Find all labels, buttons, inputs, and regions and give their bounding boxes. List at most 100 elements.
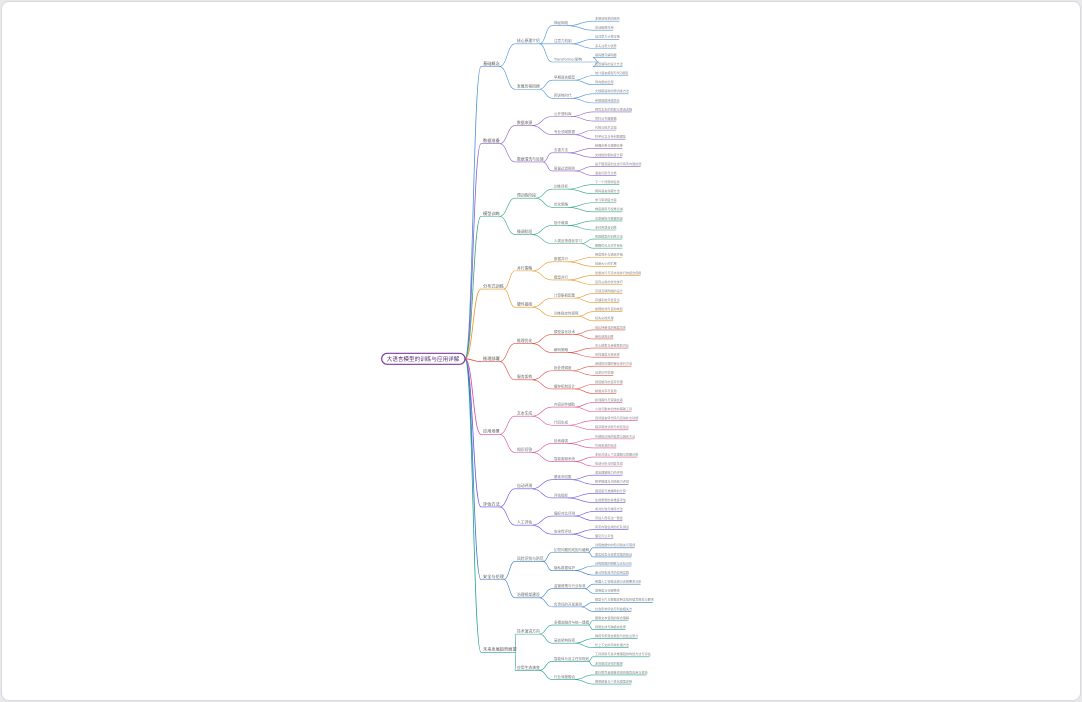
topic-label[interactable]: 并行策略 bbox=[517, 265, 532, 270]
topic-label[interactable]: 数据来源 bbox=[517, 120, 532, 125]
leaf-label[interactable]: 透明度与可解释性 bbox=[595, 588, 620, 593]
leaf-label[interactable]: 显存占用的优化技巧 bbox=[595, 279, 623, 284]
topic-label[interactable]: 治理框架建设 bbox=[517, 592, 540, 597]
leaf-label[interactable]: 存储系统与检查点 bbox=[595, 297, 620, 302]
leaf-label[interactable]: 请求队列管理 bbox=[595, 370, 614, 375]
subtopic-label[interactable]: 监管政策与行业标准 bbox=[554, 583, 586, 588]
leaf-label[interactable]: 事实核查与检索增强的验证 bbox=[595, 551, 632, 556]
branch-label[interactable]: 未来发展趋势展望 bbox=[483, 646, 517, 653]
leaf-label[interactable]: 统计语言模型与N元模型 bbox=[595, 70, 628, 75]
leaf-label[interactable]: 长上下文的高效处理方法 bbox=[595, 642, 629, 647]
subtopic-label[interactable]: 高效架构探索 bbox=[554, 638, 575, 643]
leaf-label[interactable]: 语言识别与分类 bbox=[595, 170, 617, 175]
leaf-label[interactable]: 低比特量化的精度损失 bbox=[595, 324, 626, 329]
leaf-label[interactable]: 有害内容生成的红队测试 bbox=[595, 524, 629, 529]
leaf-label[interactable]: 评估人员标注一致性 bbox=[595, 515, 623, 520]
leaf-label[interactable]: 外部知识库的检索与融合方法 bbox=[595, 433, 635, 438]
subtopic-label[interactable]: 偏好对比评测 bbox=[554, 510, 575, 515]
leaf-label[interactable]: 损失尖峰处理 bbox=[595, 315, 614, 320]
leaf-label[interactable]: 自然语言转代码与自动补全功能 bbox=[595, 415, 638, 420]
subtopic-label[interactable]: 训练目标 bbox=[554, 184, 568, 189]
branch-label[interactable]: 分布式训练 bbox=[483, 282, 505, 289]
subtopic-label[interactable]: 隐私数据保护 bbox=[554, 565, 575, 570]
subtopic-label[interactable]: 模型并行 bbox=[554, 274, 568, 279]
subtopic-label[interactable]: 解码策略 bbox=[554, 347, 568, 352]
subtopic-label[interactable]: 去重方法 bbox=[554, 147, 568, 152]
topic-label[interactable]: 知识问答 bbox=[517, 447, 532, 452]
topic-label[interactable]: 服务架构 bbox=[517, 374, 532, 379]
leaf-label[interactable]: 社会影响评估与利益相关方 bbox=[595, 606, 632, 611]
leaf-label[interactable]: 数学推理与代码能力评测 bbox=[595, 479, 629, 484]
subtopic-label[interactable]: 早期语言模型 bbox=[554, 75, 575, 80]
leaf-label[interactable]: 下一个词预测任务 bbox=[595, 179, 620, 184]
leaf-label[interactable]: 大规模语料的预训练方法 bbox=[595, 88, 629, 93]
subtopic-label[interactable]: 幻觉问题的成因与缓解 bbox=[554, 547, 589, 552]
leaf-label[interactable]: 多任务混合训练 bbox=[595, 224, 617, 229]
subtopic-label[interactable]: 基准测试集 bbox=[554, 474, 572, 479]
subtopic-label[interactable]: 神经网络 bbox=[554, 20, 568, 25]
leaf-label[interactable]: 策略优化与对齐目标 bbox=[595, 243, 623, 248]
leaf-label[interactable]: 情感分析与回复生成 bbox=[595, 461, 623, 466]
leaf-label[interactable]: 张量并行与流水线并行的结合使用 bbox=[595, 270, 641, 275]
leaf-label[interactable]: 梯度同步与通信开销 bbox=[595, 252, 623, 257]
leaf-label[interactable]: 多层感知机的结构 bbox=[595, 16, 620, 21]
subtopic-label[interactable]: 多模态融合与统一建模 bbox=[554, 619, 589, 624]
leaf-label[interactable]: 自注意力计算过程 bbox=[595, 34, 620, 39]
leaf-label[interactable]: 学习率调度方案 bbox=[595, 197, 617, 202]
leaf-label[interactable]: 高速互联网络的设计 bbox=[595, 288, 623, 293]
branch-label[interactable]: 推理部署 bbox=[483, 355, 500, 362]
leaf-label[interactable]: 工具调用与多步推理链的构建方法与评估 bbox=[595, 651, 651, 656]
leaf-label[interactable]: 困惑度与准确率的计算 bbox=[595, 488, 626, 493]
topic-label[interactable]: 应用生态演变 bbox=[517, 665, 540, 670]
leaf-label[interactable]: 高质量指令数据构建 bbox=[595, 215, 623, 220]
subtopic-label[interactable]: 智能体与自主任务规划 bbox=[554, 656, 589, 661]
leaf-label[interactable]: 采样温度与核采样 bbox=[595, 352, 620, 357]
leaf-label[interactable]: 语言理解能力的评测 bbox=[595, 470, 623, 475]
subtopic-label[interactable]: 安全性评估 bbox=[554, 529, 572, 534]
subtopic-label[interactable]: 预训练时代 bbox=[554, 93, 572, 98]
leaf-label[interactable]: 奖励模型的训练方法 bbox=[595, 233, 623, 238]
topic-label[interactable]: 核心原理介绍 bbox=[517, 38, 540, 43]
subtopic-label[interactable]: 批处理调度 bbox=[554, 365, 572, 370]
leaf-label[interactable]: 位置编码的设计方法 bbox=[595, 61, 623, 66]
leaf-label[interactable]: 批量大小的扩展 bbox=[595, 261, 617, 266]
leaf-label[interactable]: 词向量的出现 bbox=[595, 79, 614, 84]
leaf-label[interactable]: 训练数据的脱敏与去标识化 bbox=[595, 560, 632, 565]
leaf-label[interactable]: 生成质量的多维度评估 bbox=[595, 497, 626, 502]
topic-label[interactable]: 数据清洗与处理 bbox=[517, 156, 544, 161]
leaf-label[interactable]: 模型卡片与数据说明文档的编写规范与要求 bbox=[595, 597, 654, 602]
leaf-label[interactable]: 连续批处理的吞吐提升方法 bbox=[595, 361, 632, 366]
subtopic-label[interactable]: 模型量化技术 bbox=[554, 329, 575, 334]
leaf-label[interactable]: 量化感知训练 bbox=[595, 333, 614, 338]
branch-label[interactable]: 数据准备 bbox=[483, 137, 501, 144]
leaf-label[interactable]: 贪心搜索与束搜索的对比 bbox=[595, 342, 629, 347]
subtopic-label[interactable]: 优化策略 bbox=[554, 202, 568, 207]
leaf-label[interactable]: 编码器与解码器 bbox=[595, 52, 617, 57]
leaf-label[interactable]: 多智能体协作的框架 bbox=[595, 660, 623, 665]
subtopic-label[interactable]: 行业深度融合 bbox=[554, 674, 575, 679]
leaf-label[interactable]: 训练数据中的知识缺失与错误 bbox=[595, 542, 635, 547]
leaf-label[interactable]: 稀疏专家混合模型与线性注意力 bbox=[595, 633, 638, 638]
subtopic-label[interactable]: 计算集群配置 bbox=[554, 293, 575, 298]
subtopic-label[interactable]: 专业领域数据 bbox=[554, 129, 575, 134]
subtopic-label[interactable]: Transformer架构 bbox=[553, 56, 583, 61]
subtopic-label[interactable]: 内容创作辅助 bbox=[554, 401, 575, 406]
leaf-label[interactable]: 程序错误诊断与修复建议 bbox=[595, 424, 630, 429]
leaf-label[interactable]: 小说与剧本创作的辅助工具 bbox=[595, 406, 632, 411]
leaf-label[interactable]: 百科与书籍数据 bbox=[595, 115, 617, 120]
leaf-label[interactable]: 偏见与公平性 bbox=[595, 533, 614, 538]
leaf-label[interactable]: 科学论文与专利数据集 bbox=[595, 134, 626, 139]
leaf-label[interactable]: 激活函数作用 bbox=[595, 25, 614, 30]
subtopic-label[interactable]: 缓存机制设计 bbox=[554, 383, 575, 388]
leaf-label[interactable]: 差分隐私技术的应用实践 bbox=[595, 569, 629, 574]
branch-label[interactable]: 评估方法 bbox=[483, 500, 500, 507]
leaf-label[interactable]: 网页文本的抓取与筛选流程 bbox=[595, 106, 632, 111]
subtopic-label[interactable]: 智能客服系统 bbox=[554, 456, 575, 461]
topic-label[interactable]: 微调阶段 bbox=[517, 229, 532, 234]
leaf-label[interactable]: 多轮对话上下文理解与意图识别 bbox=[595, 451, 638, 456]
leaf-label[interactable]: 视频生成与跨模态检索 bbox=[595, 624, 626, 629]
topic-label[interactable]: 发展历程回顾 bbox=[517, 84, 540, 89]
topic-label[interactable]: 自动评测 bbox=[517, 483, 532, 488]
topic-label[interactable]: 技术演进方向 bbox=[517, 629, 540, 634]
leaf-label[interactable]: 端侧部署与个性化模型定制 bbox=[595, 678, 632, 683]
